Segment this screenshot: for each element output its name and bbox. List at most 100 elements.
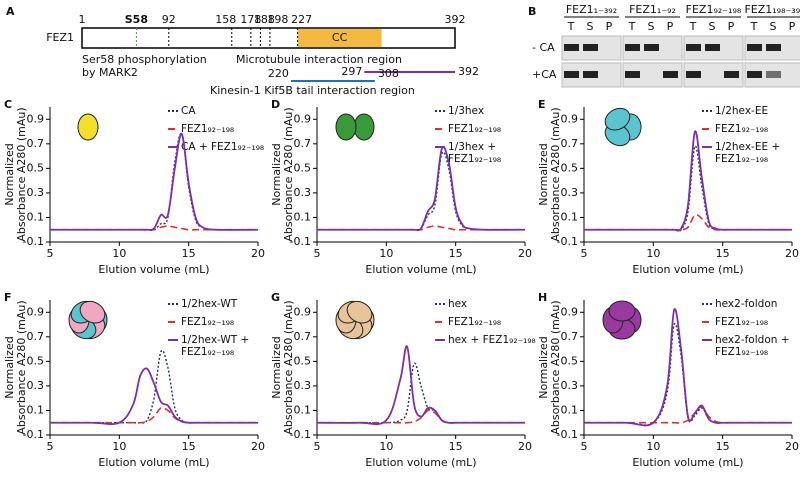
gel-band [686, 44, 701, 51]
y-tick-label: 0.7 [27, 137, 45, 150]
protein-label: FEZ1 [46, 31, 74, 44]
x-tick-label: 10 [112, 440, 126, 453]
y-axis-label: Normalized [270, 336, 283, 398]
x-tick-label: 5 [581, 440, 588, 453]
x-tick-label: 20 [785, 247, 799, 260]
y-axis-label: Absorbance A280 (mAu) [15, 300, 28, 434]
gel-group: FEZ1₁₉₈₋₃₉₂ [744, 3, 800, 16]
gel-row-label: - CA [532, 41, 555, 54]
series-line [584, 130, 792, 232]
legend-label: CA [181, 105, 196, 117]
y-tick-label: 0.1 [561, 210, 579, 223]
site-label: 158 [215, 13, 236, 26]
y-tick-label: -0.1 [23, 235, 44, 248]
gel-lane: S [648, 20, 655, 33]
y-axis-label: Absorbance A280 (mAu) [15, 107, 28, 241]
site-label: 92 [162, 13, 176, 26]
x-tick-label: 5 [314, 440, 321, 453]
y-tick-label: 0.1 [561, 403, 579, 416]
gel-lane: T [628, 20, 636, 33]
x-axis-label: Elution volume (mL) [98, 456, 209, 469]
y-tick-label: -0.1 [290, 235, 311, 248]
panel-letter: C [4, 98, 12, 111]
legend-label-box: 1/2hex-WT [181, 298, 238, 310]
cc-domain [297, 29, 382, 47]
x-tick-label: 10 [379, 247, 393, 260]
y-tick-label: 0.3 [294, 379, 312, 392]
x-axis-label: Elution volume (mL) [632, 456, 743, 469]
legend-label-box: 1/2hex-WT + FEZ1₉₂₋₁₉₈ [181, 334, 250, 358]
cc-label: CC [332, 31, 348, 44]
legend-label-box: FEZ1₉₂₋₁₉₈ [715, 123, 768, 135]
gel-band [583, 44, 598, 51]
y-axis-label: Absorbance A280 (mAu) [282, 107, 295, 241]
gel-lane: P [606, 20, 613, 33]
y-tick-label: 0.3 [27, 186, 45, 199]
y-axis-label: Normalized [537, 336, 550, 398]
legend-label: FEZ1₉₂₋₁₉₈ [181, 316, 235, 328]
kin-from: 220 [268, 67, 289, 80]
y-tick-label: 0.9 [294, 305, 312, 318]
series-line [317, 145, 526, 232]
gel-band [625, 44, 640, 51]
x-tick-label: 5 [581, 247, 588, 260]
legend-label: 1/2hex-WT + FEZ1₉₂₋₁₉₈ [181, 334, 250, 358]
y-axis-label: Normalized [3, 143, 16, 205]
oligomer-icon [335, 113, 357, 141]
x-tick-label: 15 [182, 247, 196, 260]
legend-label-box: FEZ1₉₂₋₁₉₈ [715, 316, 768, 328]
residue-start: 1 [79, 13, 86, 26]
x-axis-label: Elution volume (mL) [632, 263, 743, 276]
x-tick-label: 15 [716, 440, 730, 453]
legend-label: FEZ1₉₂₋₁₉₈ [448, 316, 502, 328]
gel-group: FEZ1₁₋₉₂ [629, 3, 676, 16]
panel-letter: F [4, 291, 12, 304]
y-tick-label: 0.5 [294, 161, 312, 174]
legend-label-box: 1/2hex-EE [715, 105, 768, 117]
legend-label-box: CA [181, 105, 196, 117]
panel-letter: H [538, 291, 547, 304]
y-tick-label: 0.9 [561, 305, 579, 318]
x-tick-label: 5 [47, 247, 54, 260]
protein-bar [81, 27, 456, 49]
panel-letter: D [271, 98, 280, 111]
legend-label: hex2-foldon [715, 298, 778, 310]
legend-label-box: 1/2hex-EE + FEZ1₉₂₋₁₉₈ [715, 141, 780, 165]
y-tick-label: 0.3 [561, 379, 579, 392]
series-line [50, 406, 258, 424]
gel-row-label: +CA [532, 68, 557, 81]
legend-label: FEZ1₉₂₋₁₉₈ [181, 123, 235, 135]
legend-label: 1/2hex-WT [181, 298, 238, 310]
x-tick-label: 20 [251, 440, 265, 453]
x-tick-label: 10 [646, 440, 660, 453]
oligomer-icon [79, 300, 106, 324]
gel-lane: T [750, 20, 758, 33]
series-line [584, 405, 792, 424]
gel-group: FEZ1₉₂₋₁₉₈ [686, 3, 742, 16]
site-label: 198 [267, 13, 288, 26]
gel-lane: P [728, 20, 735, 33]
panel-letter: A [6, 5, 15, 18]
y-tick-label: 0.1 [294, 210, 312, 223]
legend-label: CA + FEZ1₉₂₋₁₉₈ [181, 141, 265, 153]
legend-label: hex + FEZ1₉₂₋₁₉₈ [448, 334, 536, 346]
s58-note: by MARK2 [82, 66, 138, 79]
oligomer-icon [346, 300, 373, 324]
y-tick-label: 0.1 [27, 403, 45, 416]
gel-band [766, 71, 781, 78]
series-line [50, 133, 259, 231]
s58-label: S58 [125, 13, 148, 26]
site-label: 188 [254, 13, 275, 26]
oligomer-icon [608, 300, 636, 322]
oligomer-icon [604, 107, 631, 131]
x-axis-label: Elution volume (mL) [98, 263, 209, 276]
x-tick-label: 10 [112, 247, 126, 260]
y-tick-label: -0.1 [557, 235, 578, 248]
legend-label: hex [448, 298, 468, 310]
kinesin-label: Kinesin-1 Kif5B tail interaction region [210, 84, 415, 97]
x-tick-label: 5 [314, 247, 321, 260]
x-axis-label: Elution volume (mL) [365, 263, 476, 276]
x-tick-label: 20 [518, 440, 532, 453]
residue-end: 392 [445, 13, 466, 26]
x-tick-label: 20 [785, 440, 799, 453]
